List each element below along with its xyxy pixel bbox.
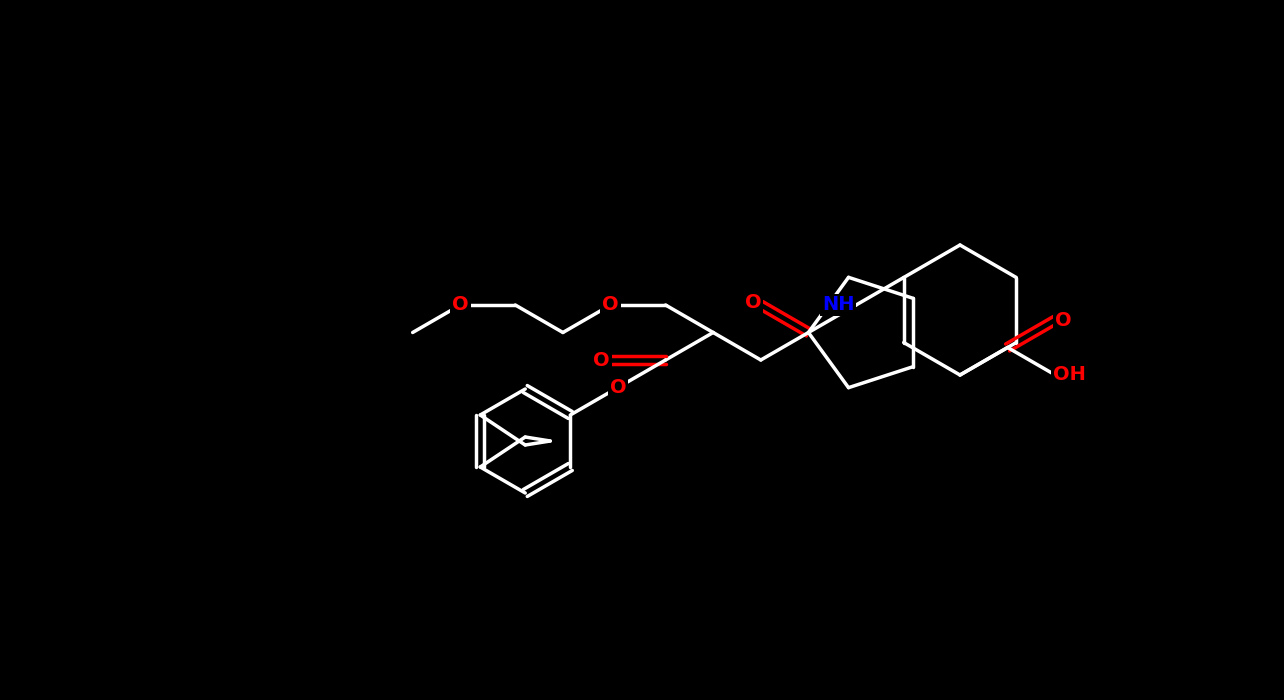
Text: O: O [602,295,619,314]
Text: O: O [745,293,761,312]
Text: O: O [610,378,627,397]
Text: O: O [1055,311,1072,330]
Text: O: O [452,295,469,314]
Text: NH: NH [822,295,854,314]
Text: OH: OH [1053,365,1086,384]
Text: O: O [593,351,610,370]
